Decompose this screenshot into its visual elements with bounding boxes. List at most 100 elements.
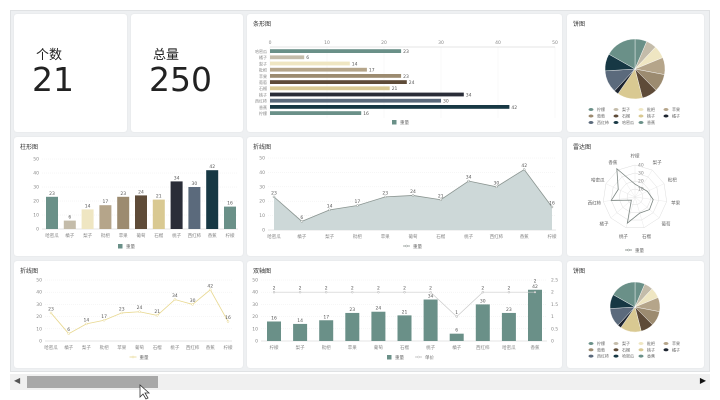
scrollbar-thumb[interactable] (27, 376, 158, 388)
legend-swatch (588, 354, 594, 358)
legend-label: 石榴 (622, 113, 630, 119)
y-tick-label: 10 (259, 213, 265, 219)
data-point (429, 291, 432, 294)
y-tick-label: 梨子 (259, 60, 267, 66)
legend-swatch (613, 121, 619, 124)
y-tick-label: 50 (259, 156, 265, 162)
legend-swatch (638, 348, 644, 352)
bar (270, 86, 390, 91)
legend-label: 柠檬 (597, 340, 605, 346)
data-label: 16 (549, 200, 555, 206)
x-tick-label: 40 (495, 40, 501, 46)
radar-axis-label: 桃子 (619, 233, 628, 240)
pie-chart-card: 饼图 柠檬 梨子 枇杷 苹果 葡萄 石榴 桃子 橘子 西红柿 哈密瓜 香蕉 (567, 261, 704, 368)
x-tick-label: 梨子 (82, 344, 91, 351)
legend-label: 重量 (140, 354, 149, 361)
x-tick-label: 香蕉 (208, 232, 217, 239)
y-tick-label: 0 (255, 339, 258, 345)
y2-tick-label: 2.5 (551, 278, 558, 284)
data-label: 21 (392, 86, 398, 92)
radar-axis (603, 196, 636, 202)
legend-label: 橘子 (672, 113, 680, 119)
data-label: 24 (137, 305, 143, 311)
legend-marker (417, 355, 420, 359)
horizontal-scrollbar[interactable]: ◀ ▶ (10, 374, 710, 390)
x-tick-label: 葡萄 (137, 232, 146, 239)
data-label: 6 (67, 327, 70, 333)
x-tick-label: 桃子 (170, 344, 179, 351)
x-tick-label: 橘子 (65, 232, 74, 239)
bar (81, 209, 94, 229)
bar (63, 220, 76, 229)
legend-label: 桃子 (647, 113, 655, 119)
y-tick-label: 50 (252, 278, 258, 284)
y-tick-label: 50 (36, 278, 42, 284)
mouse-cursor-icon (139, 384, 151, 400)
chart-title: 柱形图 (20, 144, 39, 151)
legend-label: 香蕉 (647, 119, 655, 125)
radar-axis-label: 橘子 (600, 220, 609, 227)
data-label: 2 (351, 286, 354, 292)
legend-swatch (638, 354, 644, 358)
scroll-right-arrow-icon[interactable]: ▶ (699, 376, 706, 385)
y-tick-label: 30 (252, 302, 258, 308)
legend-swatch (588, 108, 594, 111)
data-label: 23 (349, 307, 355, 313)
data-label: 2 (273, 286, 276, 292)
legend-swatch (663, 108, 669, 111)
y-tick-label: 0 (36, 227, 39, 233)
data-label: 17 (101, 314, 107, 320)
horizontal-bar-chart-card: 条形图 0 10 20 30 40 50 哈密瓜 23 橘子 6 梨子 14 枇杷 17 苹果 23 葡萄 24 石榴… (247, 14, 562, 132)
data-point (507, 291, 511, 294)
scroll-left-arrow-icon[interactable]: ◀ (14, 376, 21, 385)
data-label: 2 (534, 278, 537, 284)
bar (397, 315, 412, 341)
x-tick-label: 柠檬 (270, 344, 279, 351)
x-tick-label: 香蕉 (206, 344, 215, 351)
legend-label: 葡萄 (597, 113, 605, 119)
legend-label: 桃子 (647, 346, 655, 352)
data-label: 2 (377, 286, 380, 292)
data-label: 34 (172, 293, 178, 299)
data-point (173, 298, 177, 301)
pie-slice (612, 281, 636, 308)
legend-swatch (638, 342, 644, 345)
x-tick-label: 哈密瓜 (45, 232, 59, 239)
legend-label: 石榴 (622, 346, 630, 352)
line-svg: 0 10 20 30 40 50 23 6 14 17 23 24 21 34 30 42 16 哈密瓜 橘子 梨子 枇… (36, 278, 233, 362)
y-tick-label: 0 (39, 339, 42, 345)
data-point (102, 319, 106, 322)
data-label: 23 (403, 74, 409, 80)
data-label: 6 (306, 55, 309, 61)
data-label: 21 (402, 309, 408, 315)
data-label: 16 (271, 315, 277, 321)
x-tick-label: 香蕉 (531, 344, 540, 351)
x-tick-label: 20 (381, 40, 387, 46)
radial-tick-label: 20 (638, 179, 644, 185)
y-tick-label: 苹果 (259, 73, 267, 79)
data-label: 17 (103, 199, 109, 205)
bar (46, 196, 58, 229)
legend-swatch (588, 114, 594, 118)
data-label: 30 (192, 181, 198, 187)
radar-grid (603, 164, 667, 228)
data-label: 2 (325, 286, 328, 292)
radar-series (610, 167, 654, 225)
y-tick-label: 香蕉 (259, 104, 267, 110)
data-label: 24 (376, 306, 382, 312)
x-tick-label: 橘子 (297, 233, 306, 240)
bar (152, 199, 165, 229)
data-point (226, 320, 230, 323)
data-point (439, 198, 443, 202)
legend-label: 重量 (395, 354, 404, 361)
y-tick-label: 20 (259, 199, 265, 205)
data-label: 23 (49, 191, 55, 197)
data-point (272, 291, 276, 294)
chart-title: 折线图 (20, 268, 39, 275)
y-tick-label: 桃子 (259, 91, 267, 97)
radar-axis-label: 西红柿 (588, 199, 602, 206)
legend-swatch (588, 348, 594, 352)
data-label: 16 (227, 201, 233, 207)
y-tick-label: 20 (36, 314, 42, 320)
chart-title: 饼图 (573, 21, 586, 28)
